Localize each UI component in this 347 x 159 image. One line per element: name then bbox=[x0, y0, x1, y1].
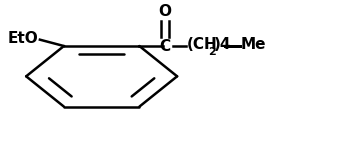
Text: 2: 2 bbox=[208, 47, 216, 57]
Text: C: C bbox=[160, 38, 171, 54]
Text: Me: Me bbox=[240, 37, 266, 52]
Text: EtO: EtO bbox=[7, 31, 38, 46]
Text: )4: )4 bbox=[214, 37, 232, 52]
Text: (CH: (CH bbox=[187, 37, 218, 52]
Text: O: O bbox=[159, 4, 172, 19]
